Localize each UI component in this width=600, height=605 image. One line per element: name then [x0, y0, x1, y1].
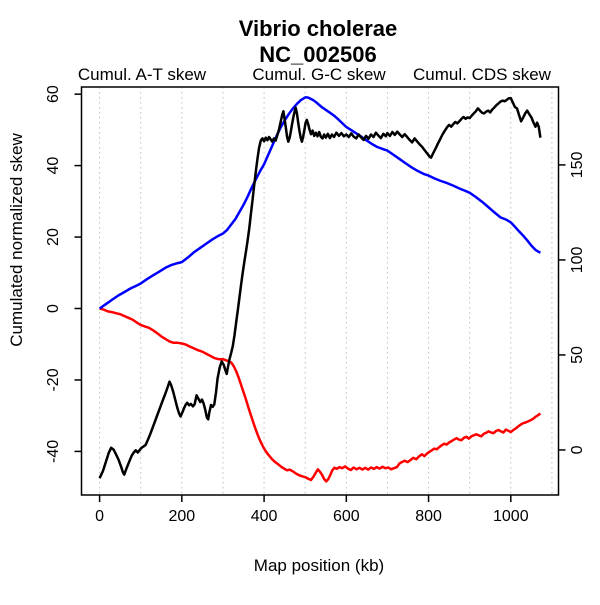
legend-gc-skew: Cumul. G-C skew	[252, 65, 386, 84]
y-left-tick-label-0: 0	[45, 304, 62, 313]
ticks-group	[74, 93, 566, 502]
x-tick-label-1000: 1000	[493, 508, 529, 525]
y-left-tick-label-60: 60	[45, 85, 62, 103]
x-tick-label-800: 800	[415, 508, 442, 525]
gc-skew-curve	[98, 96, 542, 310]
y-right-tick-label-0: 0	[569, 445, 586, 454]
legend-cds-skew: Cumul. CDS skew	[413, 65, 552, 84]
x-tick-label-0: 0	[95, 508, 104, 525]
x-tick-label-600: 600	[333, 508, 360, 525]
y-right-tick-label-150: 150	[569, 151, 586, 178]
legend-at-skew: Cumul. A-T skew	[78, 65, 207, 84]
at-skew-curve	[99, 307, 542, 483]
y-right-tick-label-50: 50	[569, 346, 586, 364]
x-tick-label-400: 400	[251, 508, 278, 525]
y-axis-label: Cumulated normalized skew	[7, 133, 26, 347]
y-left-tick-label--20: -20	[45, 368, 62, 391]
chart-subtitle: NC_002506	[259, 42, 376, 67]
y-left-tick-label--40: -40	[45, 440, 62, 463]
plot-box	[80, 86, 560, 496]
chart-title: Vibrio cholerae	[239, 16, 398, 41]
y-right-tick-label-100: 100	[569, 246, 586, 273]
y-left-tick-label-40: 40	[45, 157, 62, 175]
x-tick-label-200: 200	[168, 508, 195, 525]
y-left-tick-label-20: 20	[45, 228, 62, 246]
cds-skew-curve	[98, 96, 542, 479]
x-axis-label: Map position (kb)	[254, 556, 384, 575]
gridlines-group	[99, 87, 553, 495]
